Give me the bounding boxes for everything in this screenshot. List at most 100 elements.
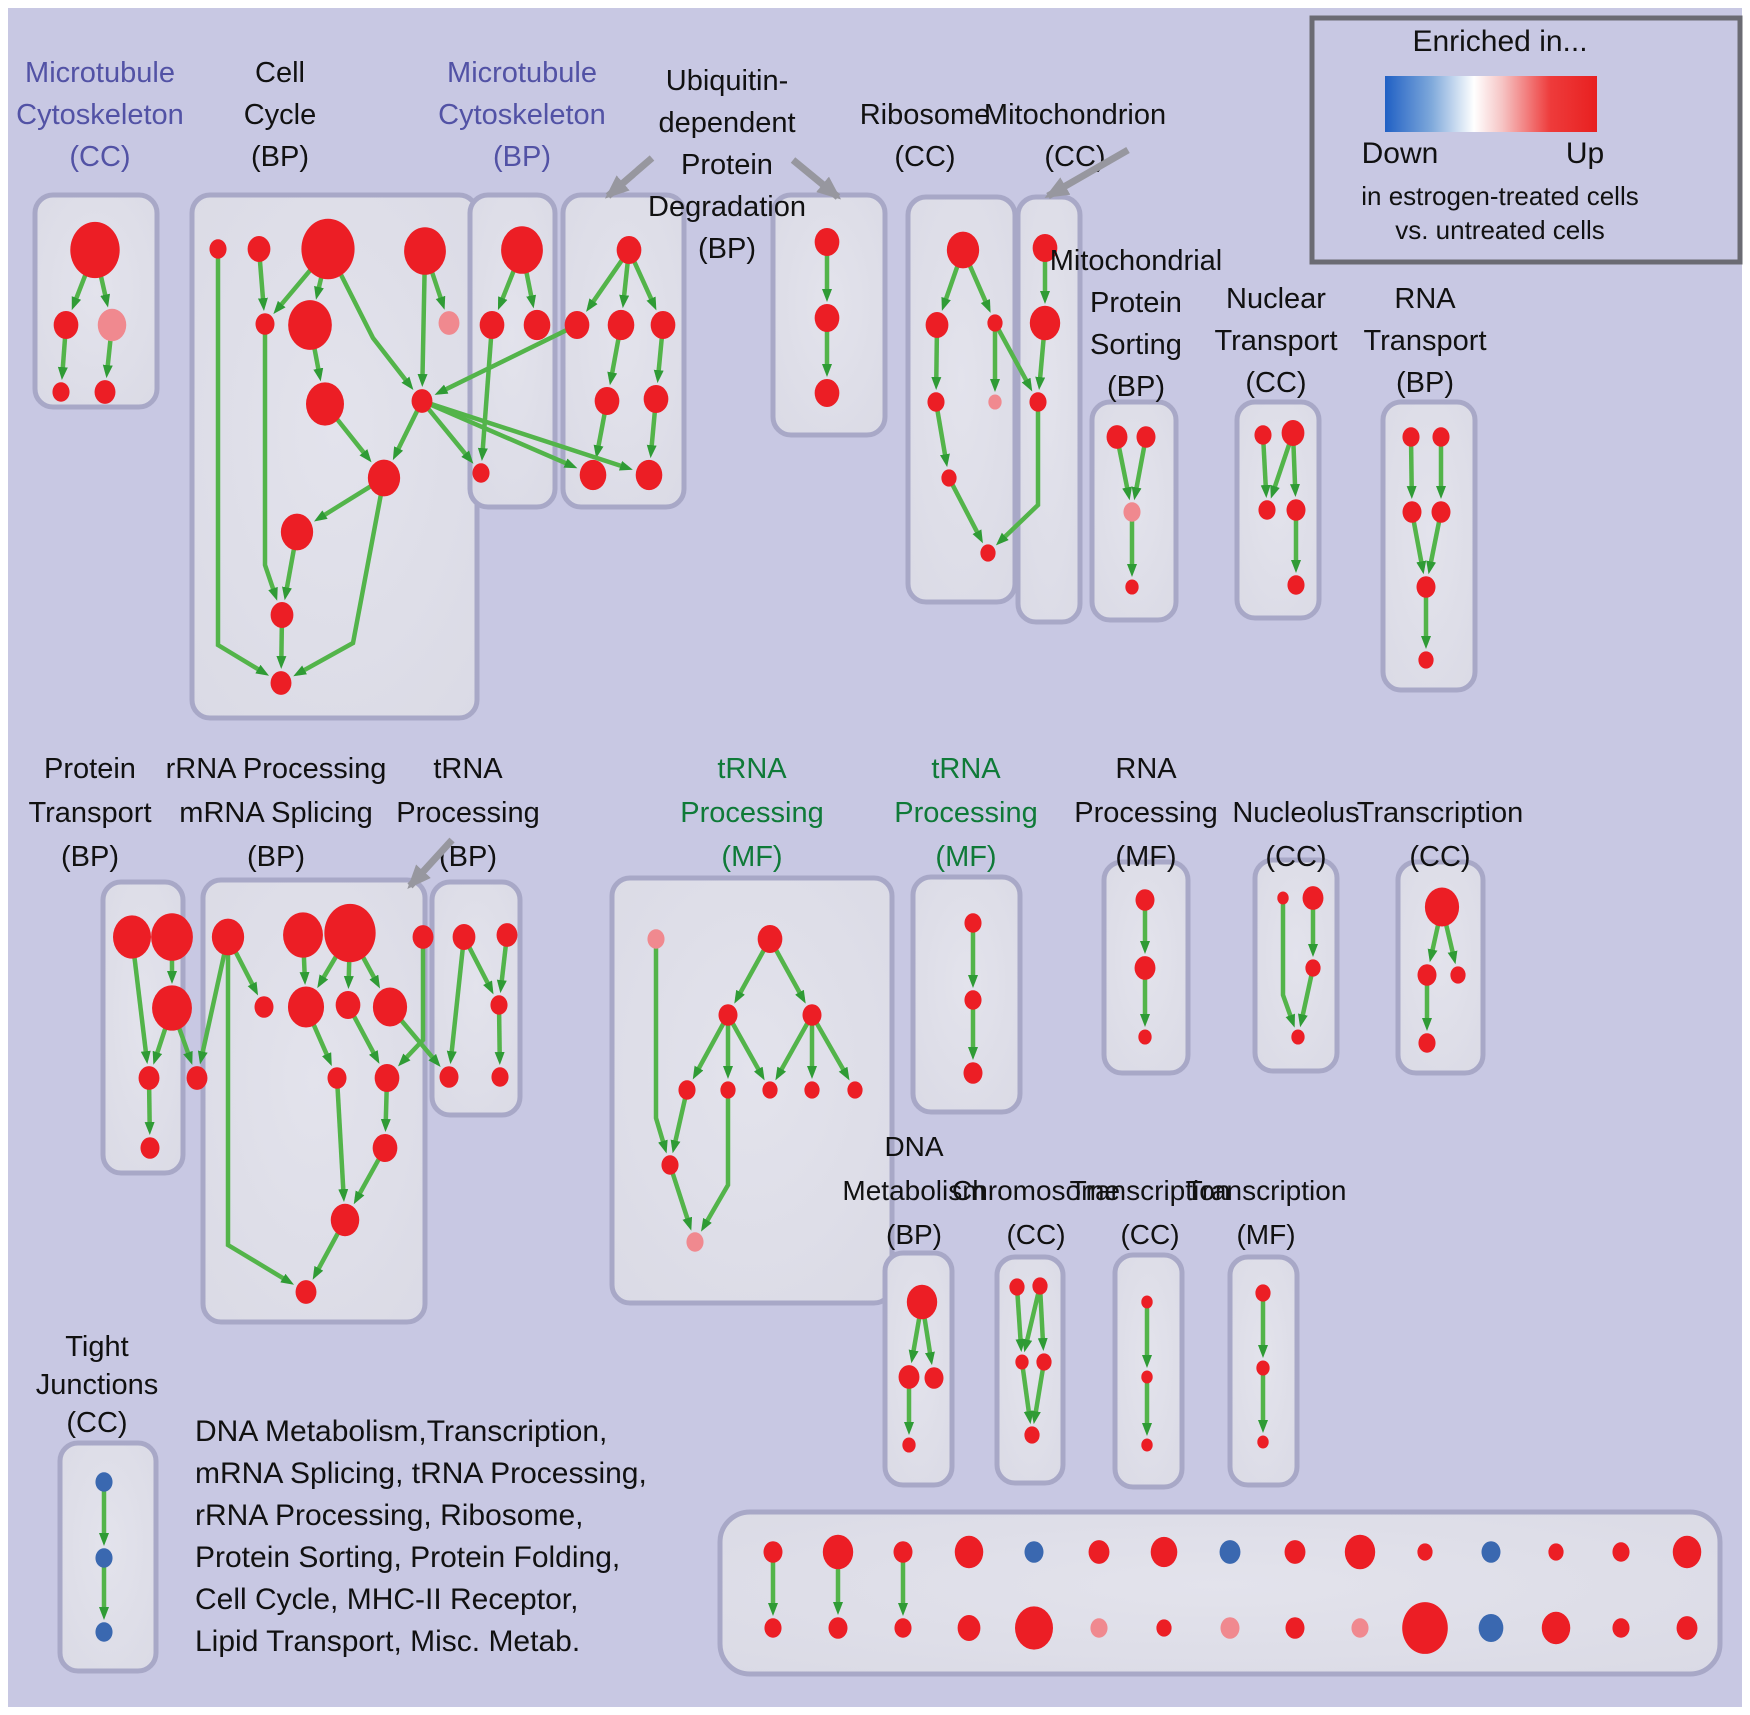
gene-node-nucleolus	[1277, 891, 1289, 905]
edge-rrna-processing-mrna-splicing	[398, 945, 426, 1067]
gene-node-rna-transport	[1402, 427, 1420, 447]
gene-node-nuclear-transport	[1286, 499, 1306, 521]
gene-node-rrna-processing-mrna-splicing	[330, 1203, 360, 1237]
trna-processing-bp-label-line: tRNA	[433, 753, 503, 785]
rna-transport-label-line: RNA	[1394, 283, 1456, 315]
gene-node-cell-cycle	[247, 236, 271, 262]
gene-node-chromosome	[1015, 1354, 1029, 1370]
edge-ubiquitin-degradation-1	[586, 257, 625, 312]
edge-trna-processing-mf-1	[670, 1096, 688, 1154]
mitochondrion-arrow	[1044, 146, 1130, 200]
trna-processing-mf-1-label-line: Processing	[680, 797, 823, 829]
gene-node-misc-pairs	[894, 1618, 912, 1638]
gene-node-cell-cycle	[306, 382, 344, 426]
microtubule-cytoskeleton-cc-label-line: (CC)	[69, 141, 130, 173]
gene-node-rrna-processing-mrna-splicing	[335, 990, 361, 1020]
group-box-chromosome	[994, 1254, 1066, 1486]
gene-node-trna-processing-mf-1	[804, 1081, 820, 1099]
misc-category-text-line: Lipid Transport, Misc. Metab.	[195, 1625, 580, 1658]
edge-microtubule-cytoskeleton-cc	[57, 335, 68, 381]
transcription-cc-1-label-line: Transcription	[1357, 797, 1524, 829]
gene-node-trna-processing-mf-1	[678, 1080, 696, 1100]
gene-node-mitochondrion	[1029, 392, 1047, 412]
gene-node-microtubule-cytoskeleton-cc	[97, 308, 127, 342]
group-box-ribosome	[905, 194, 1018, 605]
group-box-rna-transport	[1380, 399, 1478, 693]
tight-junctions-label-line: Junctions	[36, 1369, 159, 1401]
misc-category-text-line: rRNA Processing, Ribosome,	[195, 1499, 583, 1532]
gene-node-dna-metabolism	[924, 1367, 944, 1389]
gene-node-misc-pairs	[1015, 1606, 1053, 1650]
gene-node-ubiquitin-degradation-1	[607, 309, 635, 341]
gene-node-misc-pairs	[1285, 1617, 1305, 1639]
edge-protein-transport	[175, 1023, 193, 1065]
gene-node-rrna-processing-mrna-splicing	[372, 987, 408, 1027]
gene-node-trna-processing-mf-1	[847, 1081, 863, 1099]
gene-node-transcription-cc-1	[1417, 964, 1437, 986]
gene-node-mitochondrial-protein-sorting	[1123, 502, 1141, 522]
rna-processing-mf-label-line: Processing	[1074, 797, 1217, 829]
gene-node-trna-processing-mf-2	[964, 990, 982, 1010]
edge-trna-processing-mf-1	[775, 1020, 811, 1081]
layer-nodes	[52, 218, 1702, 1654]
gene-node-rna-processing-mf	[1134, 956, 1156, 980]
edge-dna-metabolism	[908, 1314, 923, 1364]
cross-edge	[197, 949, 228, 1065]
edge-microtubule-cytoskeleton-bp	[477, 335, 494, 462]
cell-cycle-label-line: Cycle	[244, 99, 317, 131]
gene-node-ubiquitin-degradation-1	[564, 310, 590, 340]
gene-node-rrna-processing-mrna-splicing	[283, 912, 323, 958]
gene-node-nuclear-transport	[1258, 500, 1276, 520]
edge-cell-cycle	[262, 332, 278, 601]
gene-node-rna-transport	[1432, 427, 1450, 447]
gene-node-tight-junctions	[95, 1472, 113, 1492]
gene-node-cell-cycle	[438, 311, 460, 335]
chromosome-label-line: Chromosome	[952, 1175, 1120, 1206]
gene-node-ribosome	[941, 469, 957, 487]
edge-ribosome	[934, 408, 950, 468]
edge-trna-processing-mf-1	[734, 947, 767, 1004]
gene-node-misc-pairs	[957, 1615, 981, 1641]
gene-node-cell-cycle	[270, 671, 292, 695]
legend-title: Enriched in...	[1412, 25, 1587, 58]
gene-node-protein-transport	[140, 1137, 160, 1159]
gene-node-protein-transport	[152, 985, 192, 1031]
gene-node-misc-pairs	[1220, 1617, 1240, 1639]
gene-node-cell-cycle	[367, 459, 401, 497]
trna-processing-mf-1-label-line: (MF)	[721, 841, 782, 873]
edge-transcription-cc-1	[1443, 920, 1458, 965]
mitochondrial-protein-sorting-label-line: Sorting	[1090, 329, 1182, 361]
gene-node-cell-cycle	[255, 313, 275, 335]
trna-bp-arrow	[407, 837, 455, 889]
gene-node-trna-processing-mf-1	[762, 1081, 778, 1099]
gene-node-rrna-processing-mrna-splicing	[287, 986, 325, 1028]
gene-node-transcription-mf	[1256, 1360, 1270, 1376]
gene-node-misc-pairs	[764, 1618, 782, 1638]
edge-microtubule-cytoskeleton-bp	[497, 265, 518, 311]
gene-node-dna-metabolism	[902, 1437, 916, 1453]
gene-node-ubiquitin-degradation-2	[814, 378, 840, 408]
rrna-processing-mrna-splicing-label-line: (BP)	[247, 841, 305, 873]
gene-node-cell-cycle	[301, 218, 355, 280]
gene-node-misc-pairs	[763, 1541, 783, 1563]
dna-metabolism-label-line: DNA	[884, 1131, 943, 1162]
edge-trna-processing-mf-1	[773, 947, 806, 1004]
edge-cell-cycle	[313, 483, 374, 522]
gene-node-microtubule-cytoskeleton-cc	[52, 382, 70, 402]
gene-node-chromosome	[1032, 1277, 1048, 1295]
gene-node-protein-transport	[138, 1066, 160, 1090]
cross-edge	[429, 402, 578, 469]
edge-chromosome	[1015, 1293, 1026, 1353]
gene-node-trna-processing-bp	[452, 924, 476, 950]
gene-node-ribosome	[988, 394, 1002, 410]
edge-nuclear-transport	[1270, 441, 1293, 499]
gene-node-ubiquitin-degradation-1	[635, 459, 663, 491]
gene-node-trna-processing-mf-2	[963, 1062, 983, 1084]
edge-cell-cycle	[336, 267, 414, 390]
cross-edge	[434, 327, 569, 395]
rna-processing-mf-label-line: (MF)	[1115, 841, 1176, 873]
gene-node-microtubule-cytoskeleton-cc	[70, 221, 120, 279]
edge-cell-cycle	[293, 490, 384, 677]
edge-chromosome	[1037, 1292, 1048, 1352]
